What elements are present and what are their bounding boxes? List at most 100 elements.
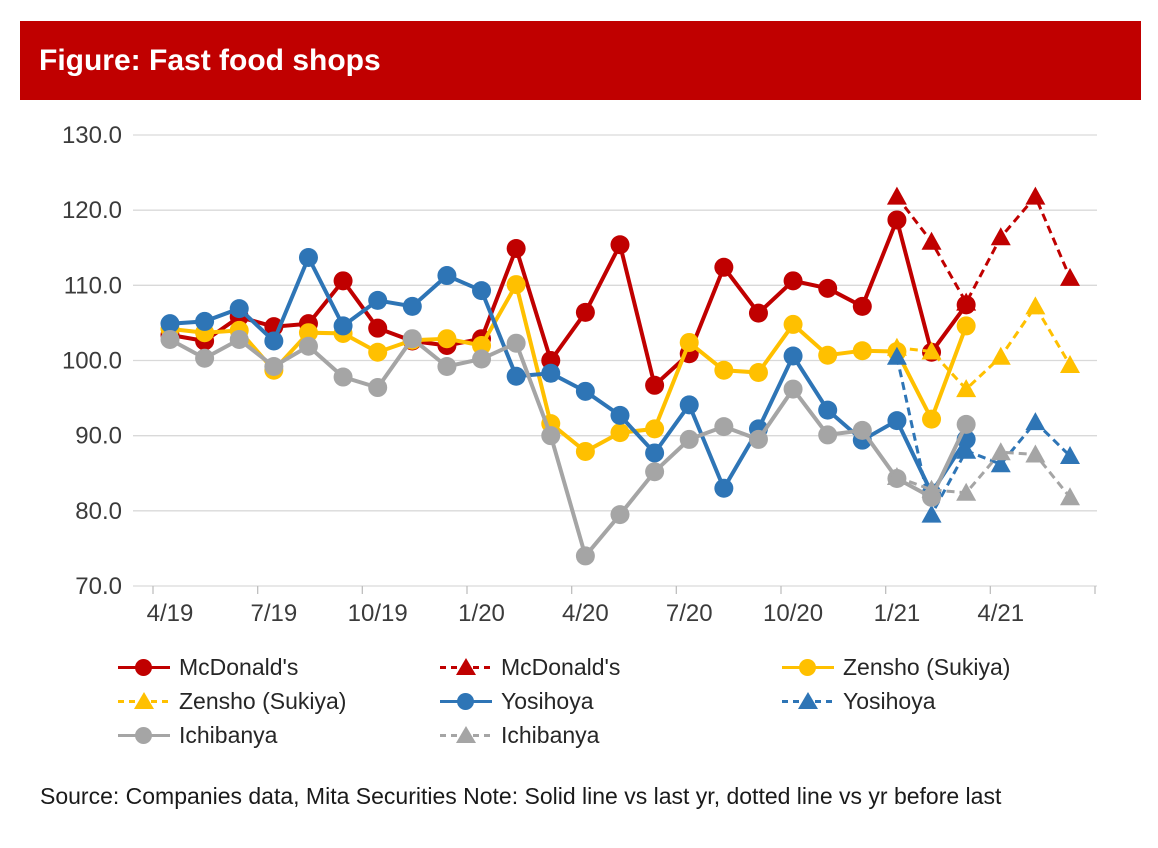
circle-marker — [714, 360, 734, 380]
circle-marker — [714, 417, 734, 437]
circle-marker — [783, 379, 803, 399]
circle-marker — [645, 462, 665, 482]
circle-marker — [610, 235, 630, 255]
x-axis-label: 4/21 — [977, 600, 1024, 627]
circle-marker — [922, 409, 942, 429]
circle-marker — [402, 329, 422, 349]
circle-marker — [264, 357, 284, 377]
triangle-marker — [886, 467, 907, 486]
circle-marker — [437, 329, 457, 349]
x-axis-label: 7/19 — [250, 600, 297, 627]
legend-label: Yosihoya — [501, 687, 594, 714]
x-axis-label: 10/20 — [763, 600, 823, 627]
x-axis-label: 1/21 — [874, 600, 921, 627]
circle-marker — [195, 311, 215, 331]
y-axis-label: 70.0 — [75, 573, 122, 600]
series-line-mcdonald-s-dashed — [895, 193, 1072, 306]
circle-marker — [783, 346, 803, 366]
circle-marker — [956, 414, 976, 434]
circle-marker — [506, 333, 526, 353]
circle-marker — [195, 348, 215, 368]
circle-marker — [748, 303, 768, 323]
circle-marker — [402, 296, 422, 316]
legend-item-mcdonald-s-solid: McDonald's — [118, 650, 440, 684]
series-line-yosihoya-solid — [169, 252, 968, 497]
circle-marker — [575, 441, 595, 461]
x-axis-label: 7/20 — [666, 600, 713, 627]
triangle-marker — [1060, 487, 1080, 506]
y-axis-label: 110.0 — [64, 272, 122, 299]
figure-title-banner: Figure: Fast food shops — [20, 21, 1141, 100]
circle-marker — [852, 341, 872, 361]
triangle-marker — [1025, 412, 1046, 431]
legend-item-ichibanya-dashed: Ichibanya — [440, 718, 782, 752]
line-chart: 70.0 80.0 90.0 100.0 110.0 120.0 130.0 4/19 7/19… — [62, 122, 1097, 627]
circle-marker — [887, 411, 907, 431]
circle-marker — [541, 426, 561, 446]
triangle-marker — [956, 379, 977, 398]
triangle-icon — [456, 658, 476, 675]
circle-marker — [887, 210, 907, 230]
legend-label: Zensho (Sukiya) — [179, 687, 347, 714]
circle-marker — [333, 316, 353, 336]
triangle-marker — [956, 292, 977, 311]
circle-marker — [645, 419, 665, 439]
triangle-icon — [134, 692, 154, 709]
chart-area: 70.0 80.0 90.0 100.0 110.0 120.0 130.0 4/19 7/19… — [62, 122, 1097, 627]
y-axis-label: 130.0 — [62, 122, 122, 149]
triangle-marker — [886, 346, 907, 365]
solid-circle-legend-icon — [118, 724, 170, 746]
y-axis-label: 120.0 — [62, 197, 122, 224]
triangle-marker — [1060, 445, 1080, 464]
circle-marker — [645, 375, 665, 395]
chart-legend: McDonald's McDonald's Zensho (Sukiya) Zensh… — [118, 650, 1078, 752]
legend-label: Ichibanya — [501, 721, 600, 748]
circle-marker — [333, 271, 353, 291]
triangle-marker — [1025, 186, 1046, 205]
circle-marker — [783, 271, 803, 291]
solid-circle-legend-icon — [782, 656, 834, 678]
dashed-triangle-legend-icon — [440, 724, 492, 746]
legend-item-yosihoya-solid: Yosihoya — [440, 684, 782, 718]
circle-icon — [799, 659, 816, 676]
triangle-marker — [1025, 296, 1046, 315]
legend-item-yosihoya-dashed: Yosihoya — [782, 684, 1078, 718]
circle-marker — [368, 378, 388, 398]
circle-marker — [575, 381, 595, 401]
y-axis-label: 90.0 — [75, 423, 122, 450]
circle-marker — [298, 336, 318, 356]
legend-item-mcdonald-s-dashed: McDonald's — [440, 650, 782, 684]
circle-marker — [818, 278, 838, 298]
circle-marker — [368, 318, 388, 338]
triangle-marker — [1025, 444, 1046, 463]
circle-marker — [714, 478, 734, 498]
legend-label: Ichibanya — [179, 721, 278, 748]
circle-marker — [264, 331, 284, 351]
circle-marker — [506, 366, 526, 386]
triangle-marker — [956, 482, 977, 501]
y-axis-label: 100.0 — [62, 348, 122, 375]
circle-marker — [714, 257, 734, 277]
triangle-marker — [990, 227, 1011, 246]
triangle-icon — [798, 692, 818, 709]
solid-circle-legend-icon — [118, 656, 170, 678]
circle-marker — [437, 357, 457, 377]
circle-marker — [575, 302, 595, 322]
circle-icon — [135, 727, 152, 744]
circle-marker — [298, 323, 318, 343]
source-note: Source: Companies data, Mita Securities … — [40, 783, 1002, 809]
triangle-marker — [886, 337, 907, 356]
triangle-marker — [921, 341, 942, 360]
x-axis-label: 4/20 — [562, 600, 609, 627]
circle-marker — [679, 395, 699, 415]
circle-marker — [610, 405, 630, 425]
circle-marker — [437, 266, 457, 286]
legend-label: Yosihoya — [843, 687, 936, 714]
circle-marker — [472, 349, 492, 369]
solid-circle-legend-icon — [440, 690, 492, 712]
triangle-marker — [921, 479, 942, 498]
dashed-triangle-legend-icon — [118, 690, 170, 712]
circle-marker — [160, 314, 180, 334]
dashed-triangle-legend-icon — [782, 690, 834, 712]
